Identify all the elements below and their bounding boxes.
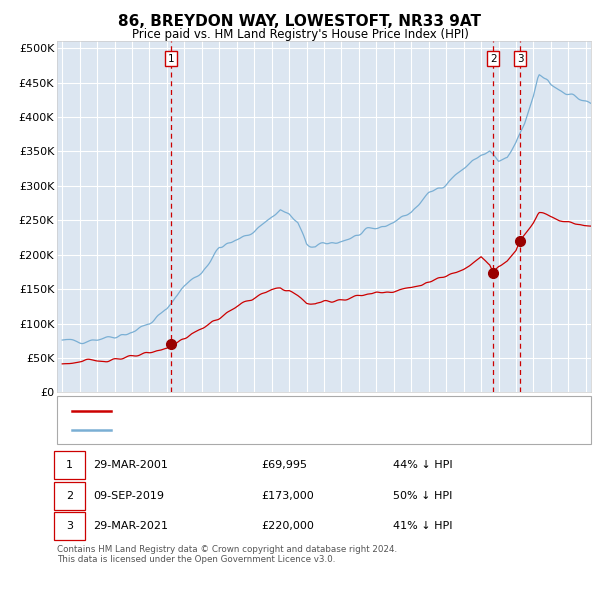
Text: £69,995: £69,995: [261, 460, 307, 470]
Text: 50% ↓ HPI: 50% ↓ HPI: [393, 491, 452, 500]
Text: 3: 3: [66, 522, 73, 531]
Text: 41% ↓ HPI: 41% ↓ HPI: [393, 522, 452, 531]
Text: 2: 2: [66, 491, 73, 500]
Text: 1: 1: [167, 54, 174, 64]
Text: 86, BREYDON WAY, LOWESTOFT, NR33 9AT: 86, BREYDON WAY, LOWESTOFT, NR33 9AT: [119, 14, 482, 28]
Text: 44% ↓ HPI: 44% ↓ HPI: [393, 460, 452, 470]
Text: 2: 2: [490, 54, 496, 64]
Text: HPI: Average price, detached house, East Suffolk: HPI: Average price, detached house, East…: [118, 425, 373, 435]
Text: 3: 3: [517, 54, 523, 64]
Text: 29-MAR-2001: 29-MAR-2001: [93, 460, 168, 470]
Text: 09-SEP-2019: 09-SEP-2019: [93, 491, 164, 500]
Text: Price paid vs. HM Land Registry's House Price Index (HPI): Price paid vs. HM Land Registry's House …: [131, 28, 469, 41]
Text: 1: 1: [66, 460, 73, 470]
Text: £220,000: £220,000: [261, 522, 314, 531]
Text: Contains HM Land Registry data © Crown copyright and database right 2024.
This d: Contains HM Land Registry data © Crown c…: [57, 545, 397, 564]
Text: 29-MAR-2021: 29-MAR-2021: [93, 522, 168, 531]
Text: £173,000: £173,000: [261, 491, 314, 500]
Text: 86, BREYDON WAY, LOWESTOFT, NR33 9AT (detached house): 86, BREYDON WAY, LOWESTOFT, NR33 9AT (de…: [118, 406, 437, 415]
